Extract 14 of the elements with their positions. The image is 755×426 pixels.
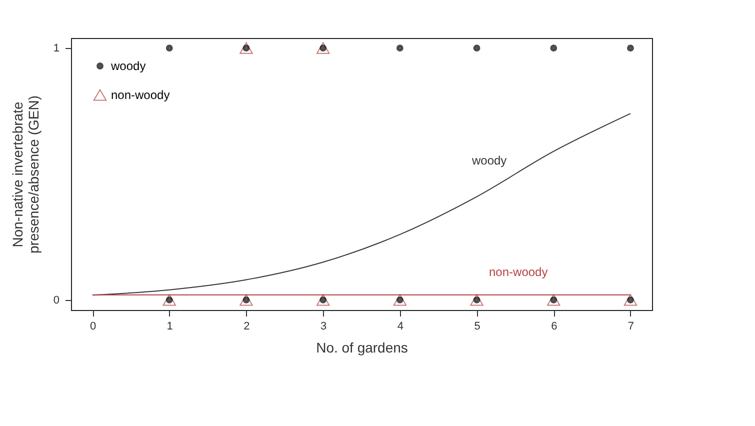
annotation: woody	[470, 153, 507, 168]
x-tick-label: 1	[166, 320, 173, 332]
x-tick-label: 7	[628, 320, 634, 332]
x-tick-label: 0	[90, 320, 96, 332]
x-axis-title: No. of gardens	[316, 340, 408, 356]
x-tick-label: 6	[551, 320, 558, 332]
annotation: non-woody	[489, 264, 548, 279]
x-tick-label: 4	[397, 320, 404, 332]
x-tick-label: 2	[244, 320, 250, 332]
y-axis-title: Non-native invertebrate presence/absence (GEN)	[9, 96, 42, 254]
legend-label: woody	[110, 59, 146, 73]
x-tick-label: 5	[474, 320, 480, 332]
x-tick-label: 3	[320, 320, 327, 332]
legend-label: non-woody	[111, 88, 170, 102]
